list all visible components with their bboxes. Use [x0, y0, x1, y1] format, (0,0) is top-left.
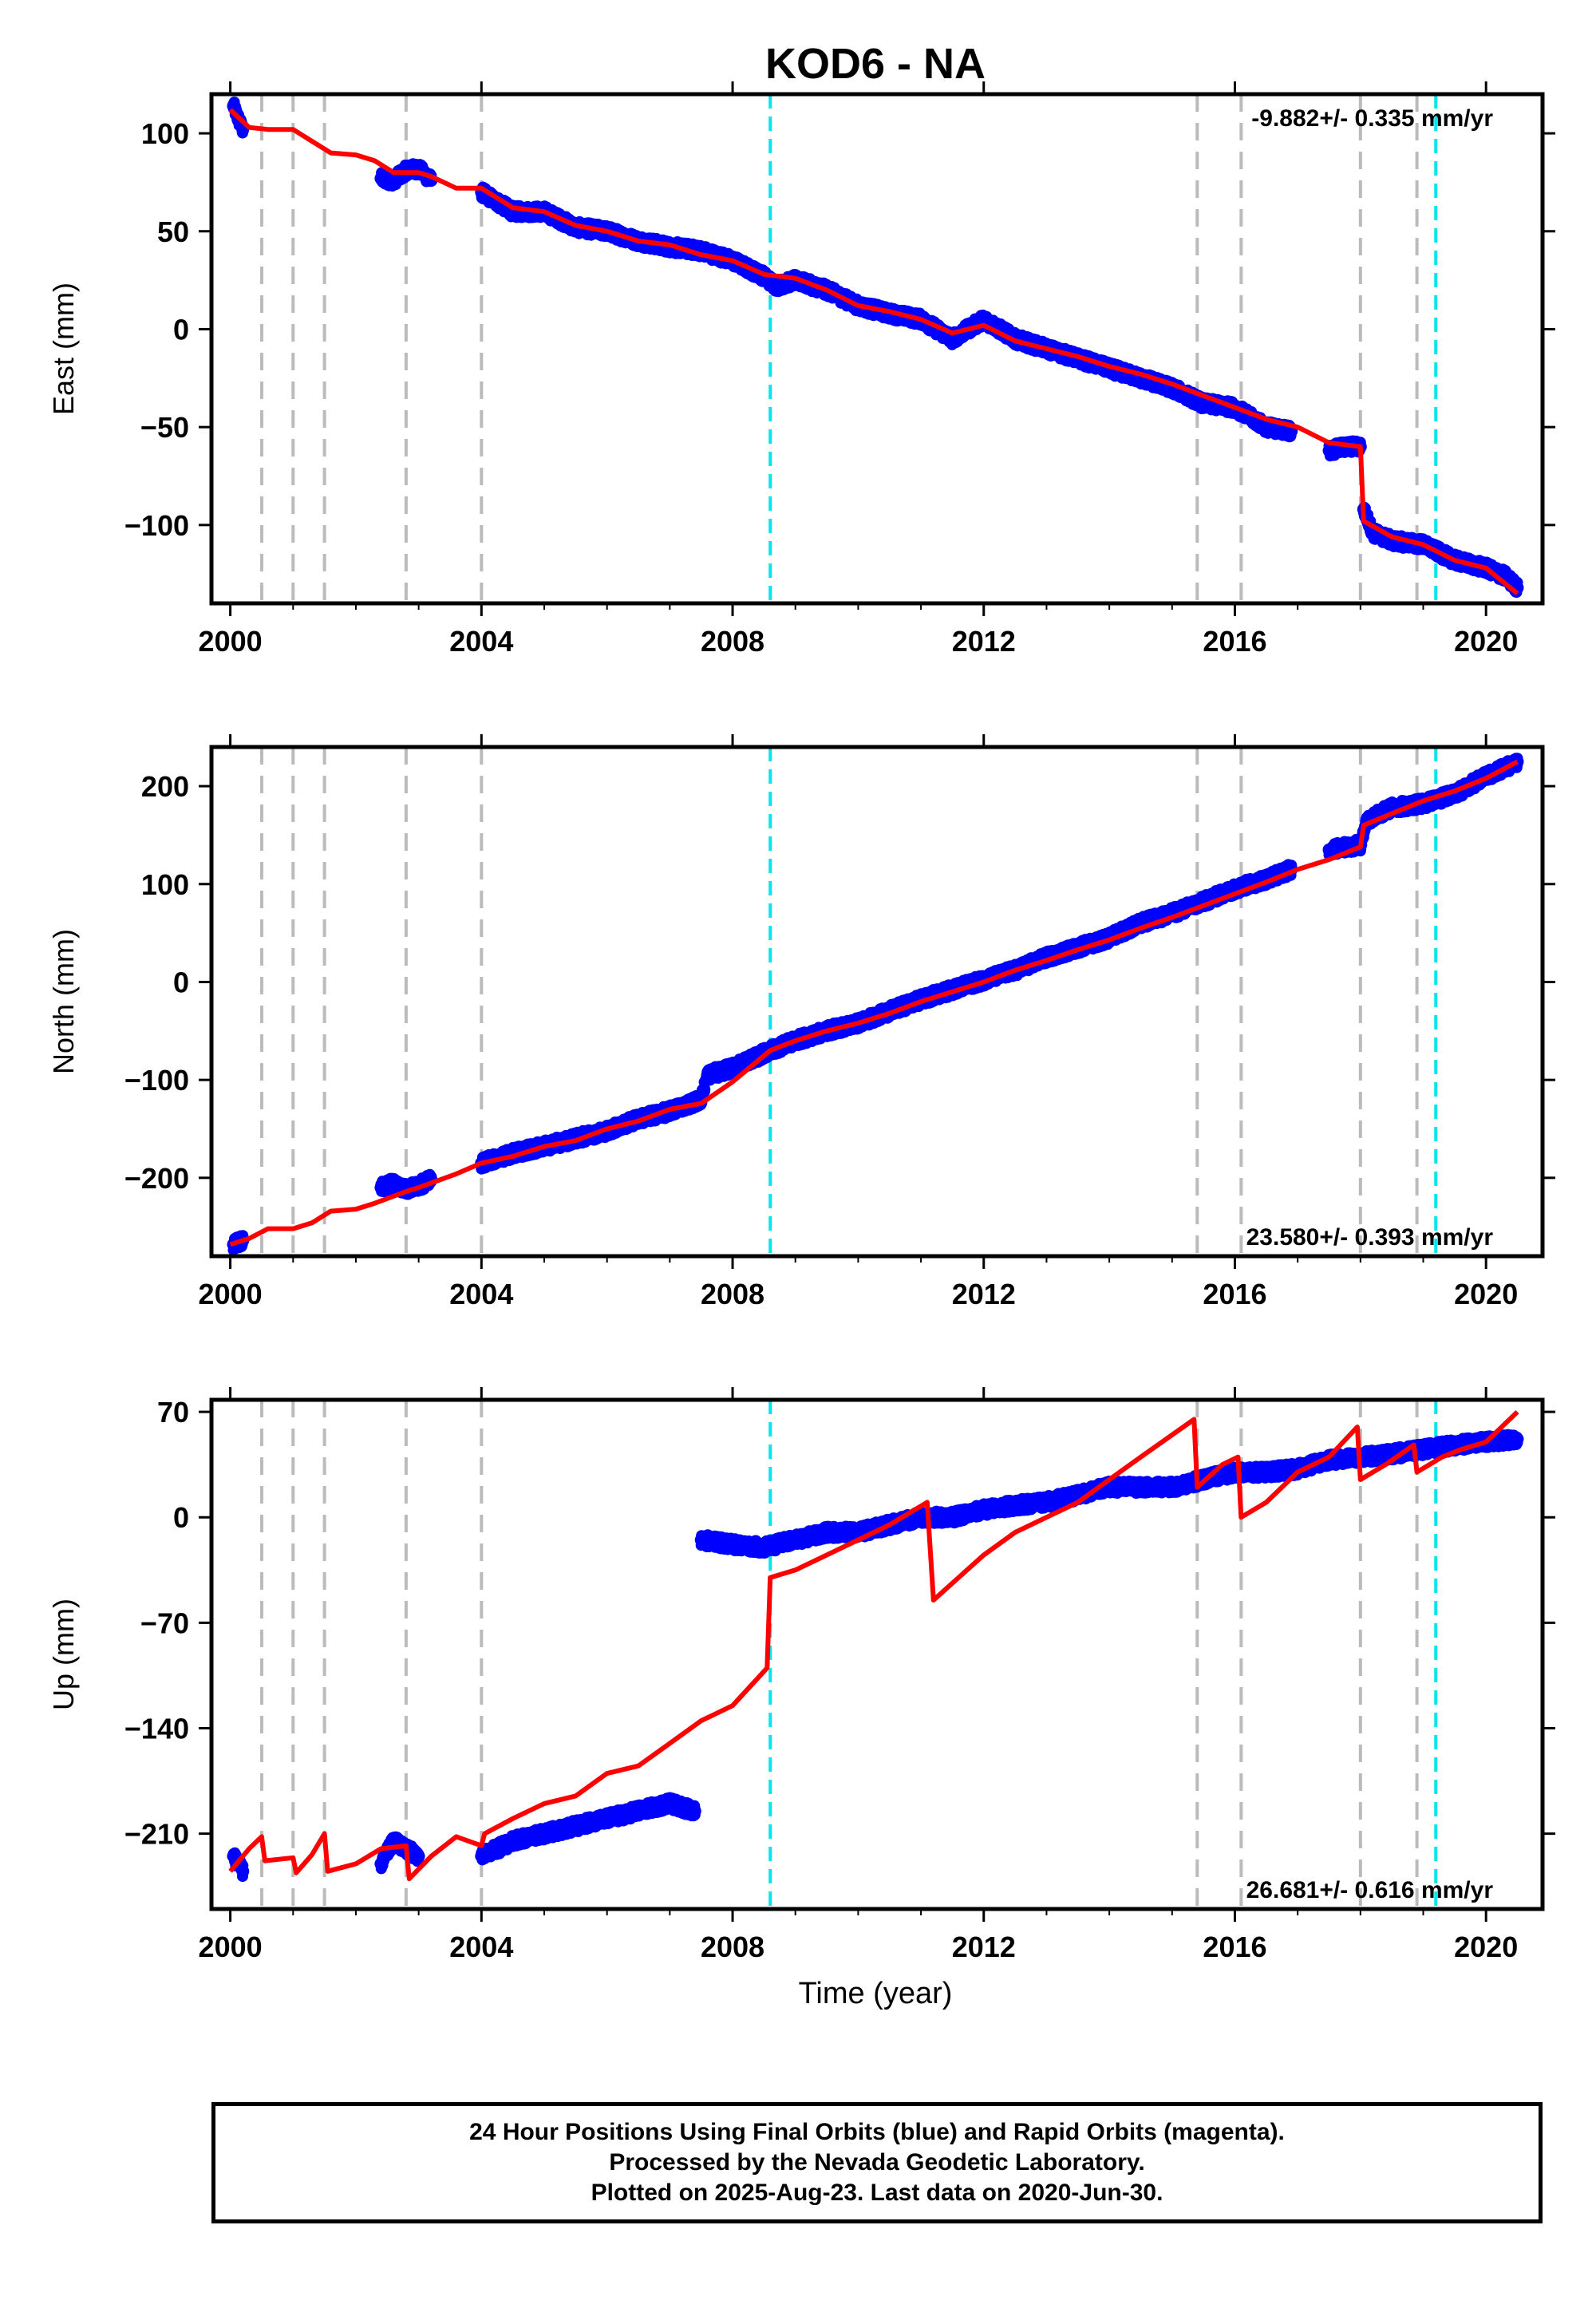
data-point — [387, 1176, 401, 1189]
y-tick-label: 100 — [141, 117, 189, 150]
x-tick-label: 2020 — [1454, 625, 1518, 658]
data-point — [1322, 444, 1336, 457]
x-tick-label: 2008 — [701, 625, 764, 658]
data-point — [227, 99, 240, 113]
data-point — [1259, 421, 1273, 434]
data-point — [374, 1181, 388, 1195]
velocity-label-east: -9.882+/- 0.335 mm/yr — [1251, 105, 1493, 132]
x-tick-label: 2000 — [199, 625, 263, 658]
panel-north: 2000 2004 2008 2012 2016 2020−200−1000100200N… — [47, 734, 1555, 1310]
axes-frame-east — [209, 92, 1545, 606]
y-tick-label: 0 — [173, 313, 189, 346]
panel-east: 2000 2004 2008 2012 2016 2020 −100 −50 0 50 100 Eas… — [47, 81, 1555, 658]
data-point — [387, 174, 401, 187]
data-point — [977, 313, 990, 326]
y-tick-label: −50 — [140, 411, 189, 444]
plot-area-east — [227, 94, 1524, 603]
data-point — [770, 279, 784, 293]
data-point — [374, 172, 388, 185]
y-tick-label: −100 — [124, 509, 189, 542]
data-points-north — [227, 753, 1524, 1256]
x-tick-label: 2012 — [952, 625, 1016, 658]
x-tick-label: 2016 — [1203, 625, 1266, 658]
data-point — [1197, 397, 1211, 410]
data-point — [946, 332, 959, 346]
y-axis-label-east: East (mm) — [47, 283, 80, 415]
y-tick-label: 50 — [157, 215, 189, 248]
x-tick-label: 2004 — [449, 625, 513, 658]
chart-title: KOD6 - NA — [765, 40, 986, 88]
plot-area-north — [227, 747, 1524, 1256]
model-line-east — [228, 108, 1519, 596]
